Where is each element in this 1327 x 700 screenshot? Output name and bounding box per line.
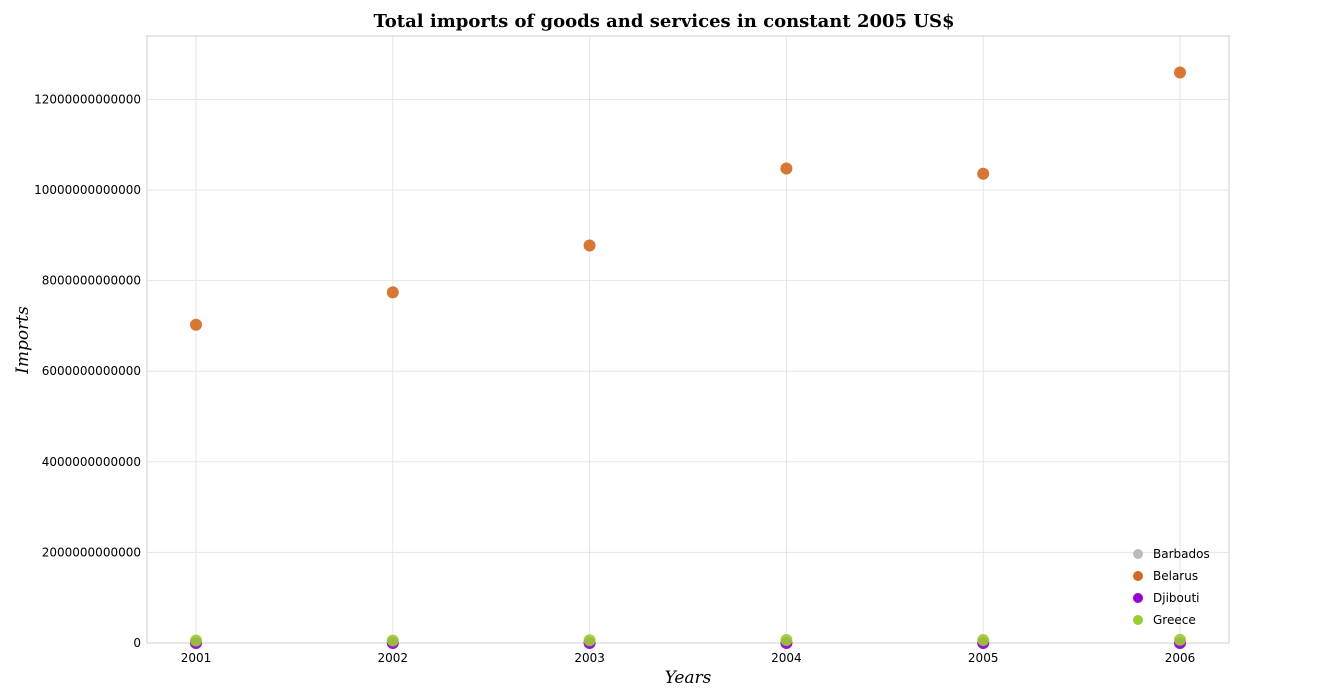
- point-greece: [977, 634, 989, 646]
- legend-marker-greece: [1133, 615, 1143, 625]
- point-belarus: [780, 162, 792, 174]
- y-axis-label: Imports: [13, 306, 33, 375]
- point-greece: [190, 635, 202, 647]
- x-tick-label: 2004: [771, 651, 802, 665]
- y-tick-label: 2000000000000: [42, 545, 141, 559]
- legend-label-djibouti: Djibouti: [1153, 591, 1200, 605]
- x-tick-label: 2005: [968, 651, 999, 665]
- grid: [147, 36, 1229, 643]
- x-tick-label: 2001: [181, 651, 212, 665]
- point-greece: [387, 635, 399, 647]
- x-tick-label: 2003: [574, 651, 605, 665]
- point-greece: [1174, 634, 1186, 646]
- point-belarus: [977, 168, 989, 180]
- legend-marker-barbados: [1133, 549, 1143, 559]
- x-tick-label: 2006: [1165, 651, 1196, 665]
- point-greece: [584, 634, 596, 646]
- legend-marker-djibouti: [1133, 593, 1143, 603]
- y-tick-label: 0: [133, 636, 141, 650]
- y-tick-label: 10000000000000: [34, 183, 141, 197]
- x-axis-label: Years: [665, 668, 712, 688]
- point-belarus: [584, 240, 596, 252]
- y-tick-label: 12000000000000: [34, 92, 141, 106]
- x-tick-label: 2002: [378, 651, 409, 665]
- y-tick-label: 4000000000000: [42, 455, 141, 469]
- legend-label-belarus: Belarus: [1153, 569, 1198, 583]
- y-tick-label: 6000000000000: [42, 364, 141, 378]
- data-points: [190, 66, 1186, 649]
- y-axis-ticks: 0 2000000000000 4000000000000 6000000000000…: [34, 92, 141, 650]
- legend: Barbados Belarus Djibouti Greece: [1133, 547, 1210, 627]
- y-tick-label: 8000000000000: [42, 274, 141, 288]
- point-greece: [780, 634, 792, 646]
- point-belarus: [190, 319, 202, 331]
- legend-marker-belarus: [1133, 571, 1143, 581]
- point-belarus: [1174, 66, 1186, 78]
- legend-label-greece: Greece: [1153, 613, 1196, 627]
- x-axis-ticks: 2001 2002 2003 2004 2005 2006: [181, 651, 1196, 665]
- point-belarus: [387, 286, 399, 298]
- legend-label-barbados: Barbados: [1153, 547, 1210, 561]
- chart-title: Total imports of goods and services in c…: [373, 11, 954, 32]
